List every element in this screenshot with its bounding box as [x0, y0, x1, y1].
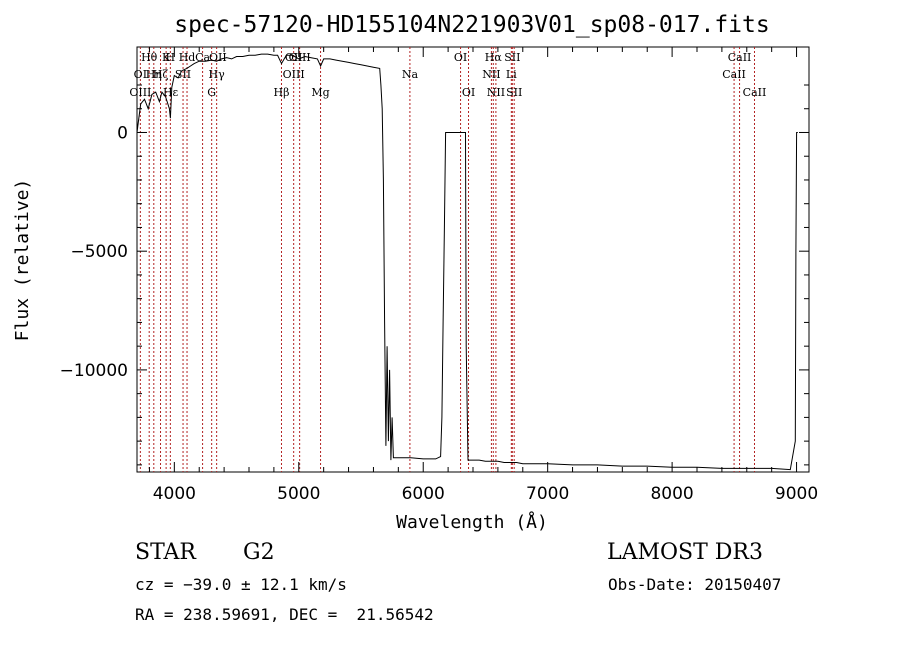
- spectral-line-label: OI: [462, 86, 475, 99]
- x-tick-label: 8000: [650, 484, 693, 504]
- spectral-line-label: SII: [504, 51, 520, 64]
- spectral-line-label: CaII: [722, 68, 746, 81]
- spectral-line-label: OII: [285, 51, 303, 64]
- spectral-line-label: K: [162, 51, 171, 64]
- spectral-line-label: NII: [487, 86, 505, 99]
- class-label: STAR: [135, 540, 196, 565]
- spectral-line-label: Hα: [485, 51, 503, 64]
- x-tick-label: 5000: [277, 484, 320, 504]
- spectral-line-label: H: [166, 51, 176, 64]
- x-tick-label: 4000: [153, 484, 196, 504]
- spectral-line-label: Hη: [146, 68, 162, 81]
- y-tick-label: −10000: [60, 361, 128, 381]
- y-tick-label: −5000: [70, 242, 128, 262]
- spectral-line-label: SII: [175, 68, 191, 81]
- spectral-line-label: Hζ: [153, 68, 169, 81]
- spectral-line-label: OIII: [289, 51, 311, 64]
- plot-frame: [136, 46, 810, 473]
- spectral-line-label: Li: [506, 68, 517, 81]
- subclass-label: G2: [243, 540, 275, 565]
- survey-label: LAMOST DR3: [607, 540, 763, 565]
- y-axis-label: Flux (relative): [12, 179, 33, 342]
- spectrum-series-line: [136, 53, 798, 471]
- spectral-line-label: OIII: [283, 68, 305, 81]
- x-tick-label: 9000: [775, 484, 818, 504]
- spectral-line-label: Hγ: [209, 68, 226, 81]
- spectral-line-label: SII: [506, 86, 522, 99]
- spectral-line-label: Hd: [179, 51, 196, 64]
- spectral-line-label: Na: [402, 68, 419, 81]
- coordinates-readout: RA = 238.59691, DEC = 21.56542: [135, 605, 434, 624]
- chart-title: spec-57120-HD155104N221903V01_sp08-017.f…: [174, 12, 769, 38]
- spectral-line-label: CaII: [743, 86, 767, 99]
- redshift-readout: cz = −39.0 ± 12.1 km/s: [135, 575, 347, 594]
- spectral-line-label: Hβ: [274, 86, 290, 99]
- spectral-line-label: OIII: [129, 86, 151, 99]
- spectral-line-label: G: [207, 86, 216, 99]
- y-tick-label: 0: [117, 123, 128, 143]
- x-axis-label: Wavelength (Å): [396, 511, 548, 533]
- spectral-line-label: Mg: [311, 86, 329, 99]
- spectral-line-markers: [139, 47, 755, 472]
- spectral-line-label: Hθ: [141, 51, 158, 64]
- x-tick-label: 7000: [526, 484, 569, 504]
- spectral-line-label: CaII: [728, 51, 752, 64]
- x-tick-label: 6000: [402, 484, 445, 504]
- spectral-line-label: OI: [454, 51, 467, 64]
- obs-date: Obs-Date: 20150407: [608, 575, 782, 594]
- spectral-line-label: OII: [209, 51, 227, 64]
- x-axis-ticks: 4000 5000 6000 7000 8000 9000: [148, 47, 818, 504]
- spectral-line-label: NII: [482, 68, 500, 81]
- y-axis-ticks: 0 −5000 −10000: [60, 84, 809, 466]
- spectral-line-label: OI: [134, 68, 147, 81]
- spectral-line-label: Hε: [163, 86, 179, 99]
